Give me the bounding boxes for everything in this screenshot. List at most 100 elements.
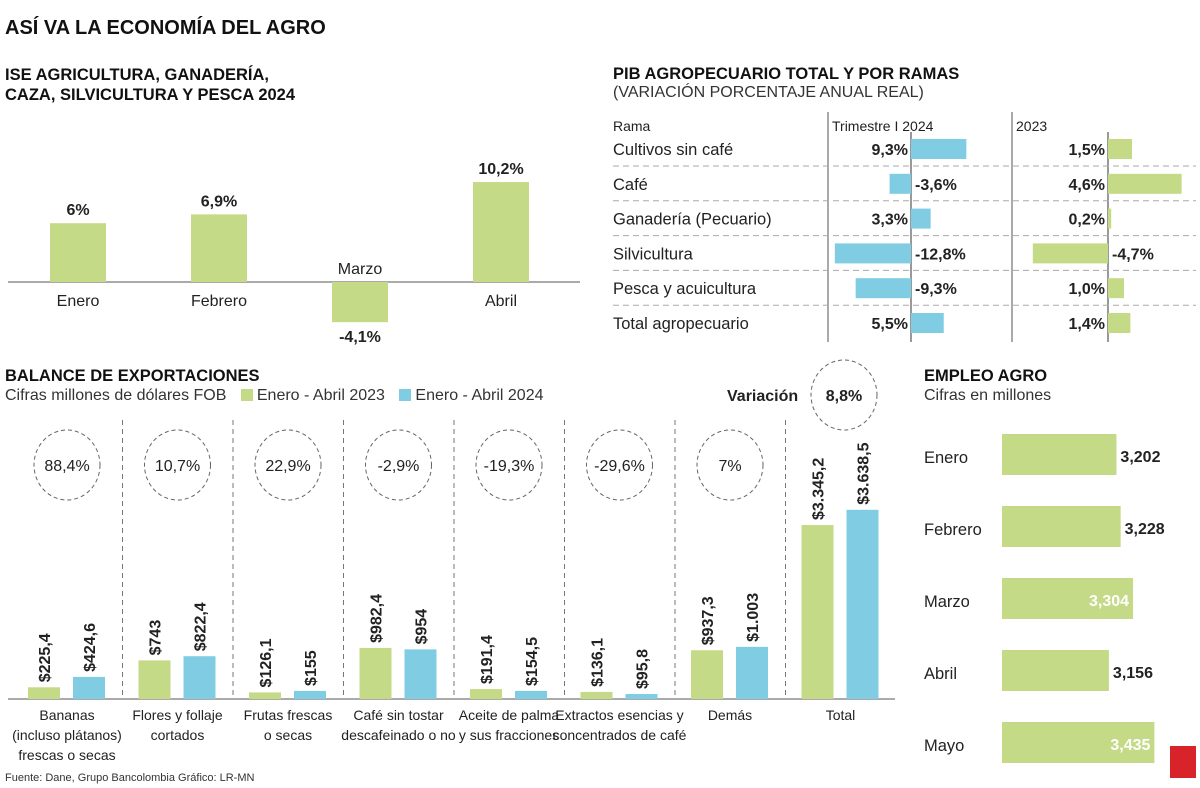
exports-value-label: $3.345,2 <box>811 458 828 520</box>
legend-swatch-2024 <box>399 389 412 401</box>
ise-month-label: Marzo <box>338 261 383 278</box>
pib-subtitle: (VARIACIÓN PORCENTAJE ANUAL REAL) <box>613 84 924 101</box>
empleo-value-label: 3,435 <box>1110 737 1150 754</box>
pib-bar-2023 <box>1108 139 1132 159</box>
pib-value-label: 0,2% <box>1069 212 1105 229</box>
pib-bar-2024 <box>855 278 911 299</box>
pib-row-label: Total agropecuario <box>613 315 749 333</box>
empleo-bar <box>1002 650 1109 691</box>
empleo-value-label: 3,202 <box>1120 449 1160 466</box>
exports-bar-2024 <box>736 646 768 699</box>
pib-col-header-2024: Trimestre I 2024 <box>832 118 934 134</box>
pib-bar-2024 <box>911 139 967 159</box>
exports-category-label: (incluso plátanos) <box>12 727 122 743</box>
exports-subtitle: Cifras millones de dólares FOB <box>5 387 227 404</box>
exports-bar-2023 <box>470 689 502 699</box>
exports-value-label: $424,6 <box>82 623 99 672</box>
exports-value-label: $822,4 <box>193 602 210 651</box>
exports-value-label: $743 <box>148 620 165 656</box>
pib-value-label: 1,0% <box>1069 281 1105 298</box>
pib-bar-2024 <box>834 243 911 264</box>
empleo-bar <box>1002 722 1155 763</box>
exports-value-label: $1.003 <box>745 593 762 642</box>
exports-category-label: y sus fracciones <box>459 727 559 743</box>
legend-swatch-2023 <box>240 389 253 401</box>
exports-bar-2024 <box>625 694 658 699</box>
variation-value: 7% <box>718 458 741 475</box>
empleo-title: EMPLEO AGRO <box>924 367 1048 385</box>
pib-value-label: -12,8% <box>915 246 966 263</box>
pib-value-label: -9,3% <box>915 281 957 298</box>
exports-bar-2024 <box>515 690 547 699</box>
variation-value: 10,7% <box>155 458 200 475</box>
empleo-month-label: Abril <box>924 665 957 683</box>
exports-value-label: $126,1 <box>258 638 275 687</box>
exports-value-label: $937,3 <box>700 596 717 645</box>
exports-bar-2024 <box>73 676 105 699</box>
empleo-subtitle: Cifras en millones <box>924 387 1052 404</box>
legend-label-2023: Enero - Abril 2023 <box>256 387 385 404</box>
exports-category-label: Café sin tostar <box>353 707 444 723</box>
empleo-bar <box>1002 506 1121 547</box>
pib-bar-2024 <box>911 313 944 333</box>
variation-circle <box>475 429 543 501</box>
exports-value-label: $136,1 <box>590 638 607 687</box>
exports-bar-2023 <box>801 525 834 699</box>
variation-circle <box>586 429 653 501</box>
variation-circle <box>810 359 878 431</box>
exports-bar-2024 <box>183 656 216 699</box>
empleo-month-label: Enero <box>924 449 968 467</box>
exports-bar-2023 <box>691 650 723 699</box>
ise-title-line-2: CAZA, SILVICULTURA Y PESCA 2024 <box>5 86 296 104</box>
variation-circle <box>696 429 764 501</box>
ise-month-label: Febrero <box>191 293 247 310</box>
exports-value-label: $155 <box>303 650 320 686</box>
legend-label-2024: Enero - Abril 2024 <box>415 387 544 404</box>
variation-circle <box>365 429 432 501</box>
pib-row-label: Café <box>613 176 648 194</box>
pib-value-label: 4,6% <box>1069 177 1105 194</box>
exports-title: BALANCE DE EXPORTACIONES <box>5 367 260 385</box>
pib-bar-2023 <box>1108 278 1124 299</box>
empleo-bar <box>1002 578 1134 619</box>
empleo-bar <box>1002 434 1117 475</box>
variation-circle <box>254 429 322 501</box>
pib-value-label: 9,3% <box>872 142 908 159</box>
exports-category-label: concentrados de café <box>553 727 687 743</box>
exports-value-label: $95,8 <box>635 649 652 689</box>
pib-col-header-2023: 2023 <box>1016 118 1047 134</box>
exports-category-label: Aceite de palma <box>459 707 560 723</box>
variation-value: -19,3% <box>484 458 535 475</box>
exports-value-label: $191,4 <box>479 635 496 684</box>
empleo-month-label: Marzo <box>924 593 970 611</box>
footer-source: Fuente: Dane, Grupo Bancolombia Gráfico:… <box>5 772 255 784</box>
pib-row-label: Ganadería (Pecuario) <box>613 211 772 229</box>
exports-value-label: $982,4 <box>369 594 386 643</box>
ise-value-label: 6% <box>66 202 89 219</box>
ise-bar-enero <box>50 223 106 282</box>
ise-month-label: Abril <box>485 293 517 310</box>
pib-title: PIB AGROPECUARIO TOTAL Y POR RAMAS <box>613 65 960 83</box>
pib-bar-2024 <box>889 173 911 194</box>
exports-category-label: descafeinado o no <box>341 727 456 743</box>
exports-category-label: Bananas <box>39 707 94 723</box>
variation-circle <box>144 429 211 501</box>
exports-category-label: o secas <box>264 727 312 743</box>
pib-bar-2023 <box>1032 243 1108 264</box>
pib-bar-2023 <box>1108 208 1112 229</box>
variation-circle <box>33 429 101 501</box>
pib-bar-2023 <box>1108 173 1182 194</box>
exports-category-label: Total <box>826 707 856 723</box>
pib-value-label: -3,6% <box>915 177 957 194</box>
exports-bar-2024 <box>294 690 326 699</box>
pib-value-label: -4,7% <box>1112 246 1154 263</box>
exports-value-label: $154,5 <box>524 637 541 686</box>
exports-category-label: Demás <box>708 707 752 723</box>
pib-rama-header: Rama <box>613 118 651 134</box>
lr-logo <box>1170 746 1196 778</box>
variation-value: 8,8% <box>826 388 862 405</box>
pib-row-label: Silvicultura <box>613 245 694 263</box>
exports-bar-2023 <box>28 687 60 699</box>
exports-bar-2023 <box>138 660 171 699</box>
